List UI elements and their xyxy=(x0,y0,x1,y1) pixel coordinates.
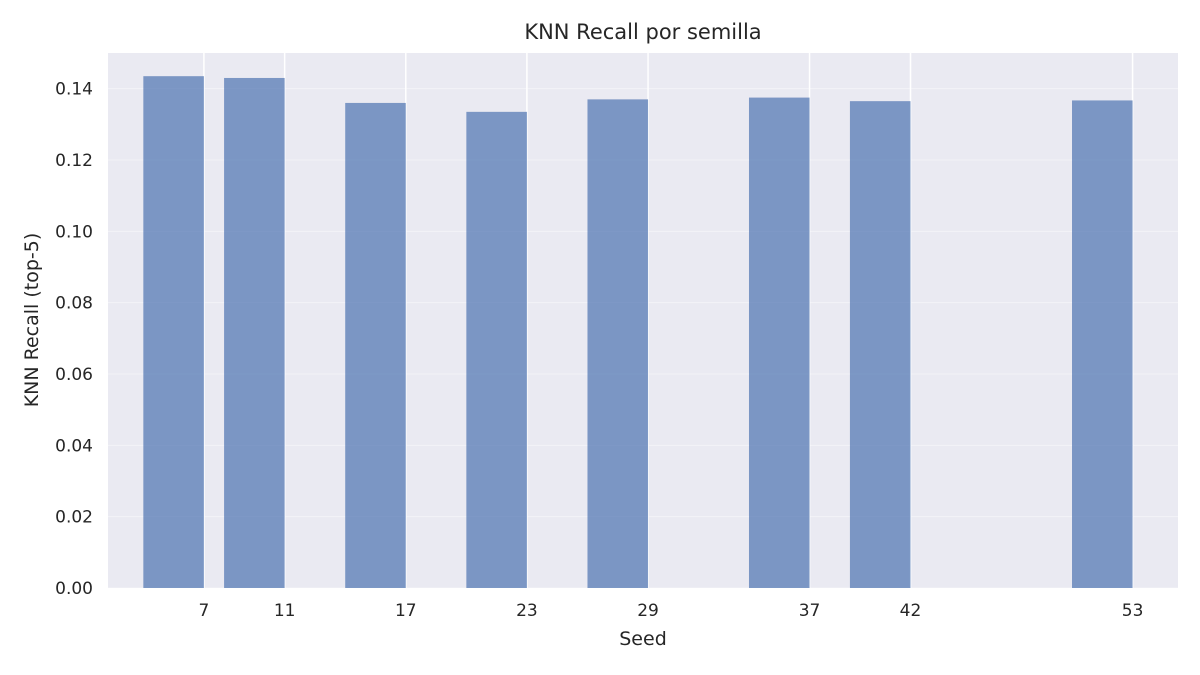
y-tick-label: 0.02 xyxy=(55,508,93,528)
x-tick-label: 42 xyxy=(900,601,922,621)
bar-seed-17 xyxy=(345,102,406,588)
bar-seed-11 xyxy=(224,77,285,588)
y-tick-label: 0.06 xyxy=(55,365,93,385)
x-tick-label: 17 xyxy=(395,601,417,621)
bar-seed-29 xyxy=(587,99,649,588)
x-tick-label: 23 xyxy=(516,601,538,621)
bar-seed-53 xyxy=(1072,100,1133,588)
y-tick-label: 0.04 xyxy=(55,436,93,456)
y-tick-label: 0.10 xyxy=(55,222,93,242)
x-tick-label: 53 xyxy=(1122,601,1144,621)
x-tick-labels: 7 11 17 23 29 37 42 53 xyxy=(198,601,1143,621)
x-tick-label: 37 xyxy=(799,601,821,621)
chart-title: KNN Recall por semilla xyxy=(524,20,761,44)
y-tick-label: 0.08 xyxy=(55,294,93,314)
x-tick-label: 7 xyxy=(198,601,209,621)
x-axis-label: Seed xyxy=(619,628,667,650)
bar-seed-7 xyxy=(143,76,204,588)
y-tick-labels: 0.00 0.02 0.04 0.06 0.08 0.10 0.12 0.14 xyxy=(55,80,93,599)
bar-seed-23 xyxy=(466,111,527,588)
bar-seed-37 xyxy=(748,97,810,588)
y-tick-label: 0.14 xyxy=(55,80,93,100)
y-axis-label: KNN Recall (top-5) xyxy=(21,233,43,408)
x-tick-label: 11 xyxy=(274,601,296,621)
y-tick-label: 0.00 xyxy=(55,579,93,599)
bars xyxy=(143,76,1133,589)
y-tick-label: 0.12 xyxy=(55,151,93,171)
x-tick-label: 29 xyxy=(637,601,659,621)
bar-seed-42 xyxy=(849,101,911,589)
